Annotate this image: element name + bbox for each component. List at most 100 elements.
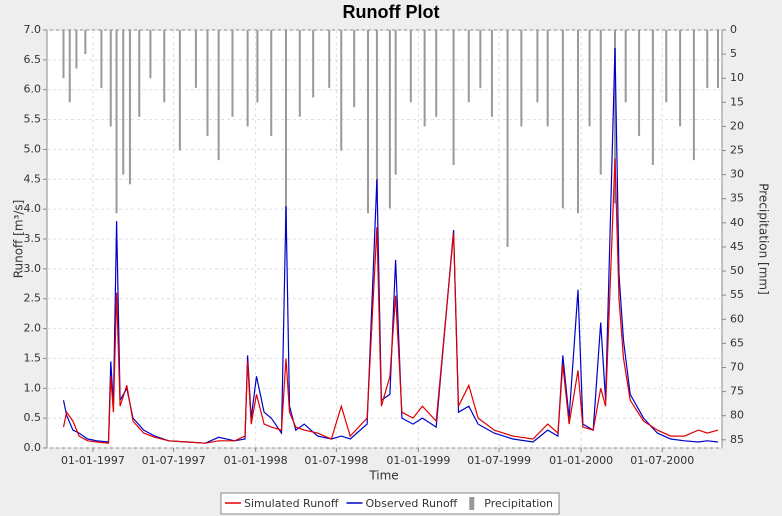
- y-tick-label: 3.0: [24, 262, 42, 275]
- precipitation-bar: [561, 30, 564, 209]
- legend-label: Observed Runoff: [365, 497, 457, 510]
- precipitation-bar: [394, 30, 397, 175]
- legend-label: Simulated Runoff: [244, 497, 339, 510]
- y2-tick-label: 50: [730, 264, 744, 277]
- precipitation-bar: [388, 30, 391, 209]
- y-tick-label: 2.5: [24, 292, 42, 305]
- precipitation-bar: [312, 30, 315, 98]
- precipitation-bar: [638, 30, 641, 137]
- precipitation-bar: [115, 30, 118, 214]
- precipitation-bar: [409, 30, 412, 103]
- precipitation-bar: [128, 30, 131, 185]
- x-tick-label: 01-07-1998: [304, 454, 368, 467]
- x-tick-label: 01-07-2000: [630, 454, 694, 467]
- precipitation-bar: [100, 30, 103, 88]
- precipitation-bar: [194, 30, 197, 88]
- y2-tick-label: 0: [730, 23, 737, 36]
- precipitation-bar: [706, 30, 709, 88]
- y2-axis-title: Precipitation [mm]: [757, 183, 771, 295]
- precipitation-bar: [716, 30, 719, 88]
- precipitation-bar: [217, 30, 220, 161]
- runoff-line: [62, 158, 719, 444]
- y2-tick-label: 25: [730, 144, 744, 157]
- precipitation-bar: [576, 30, 579, 214]
- precipitation-bar: [651, 30, 654, 165]
- y2-tick-label: 10: [730, 71, 744, 84]
- y2-tick-label: 65: [730, 336, 744, 349]
- precipitation-bar: [68, 30, 71, 103]
- y2-tick-label: 45: [730, 240, 744, 253]
- precipitation-bar: [149, 30, 152, 79]
- x-tick-label: 01-01-1997: [61, 454, 125, 467]
- y-tick-label: 6.0: [24, 83, 42, 96]
- y-tick-label: 2.0: [24, 322, 42, 335]
- precipitation-bar: [624, 30, 627, 103]
- legend-swatch: [469, 497, 475, 510]
- precipitation-bar: [435, 30, 438, 117]
- precipitation-bar: [84, 30, 87, 55]
- precipitation-bar: [452, 30, 455, 165]
- precipitation-bar: [340, 30, 343, 151]
- precipitation-bar: [298, 30, 301, 117]
- legend: Simulated Runoff Observed Runoff Precipita…: [220, 492, 560, 515]
- y2-tick-label: 80: [730, 409, 744, 422]
- legend-item: Observed Runoff: [346, 497, 458, 510]
- precipitation-bar: [206, 30, 209, 137]
- precipitation-bar: [599, 30, 602, 175]
- x-tick-label: 01-07-1999: [467, 454, 531, 467]
- x-tick-label: 01-01-2000: [549, 454, 613, 467]
- y2-tick-label: 15: [730, 95, 744, 108]
- precipitation-bar: [506, 30, 509, 247]
- y2-tick-label: 60: [730, 312, 744, 325]
- y-tick-label: 1.0: [24, 381, 42, 394]
- y2-tick-label: 5: [730, 47, 737, 60]
- precipitation-bar: [479, 30, 482, 88]
- y-tick-label: 4.0: [24, 202, 42, 215]
- precipitation-bar: [679, 30, 682, 127]
- precipitation-bar: [588, 30, 591, 127]
- y2-tick-label: 70: [730, 360, 744, 373]
- legend-box: [220, 492, 560, 515]
- precipitation-bar: [546, 30, 549, 127]
- precipitation-bar: [353, 30, 356, 108]
- precipitation-bar: [536, 30, 539, 103]
- precipitation-bar: [328, 30, 331, 88]
- precipitation-bar: [692, 30, 695, 161]
- precipitation-bar: [284, 30, 287, 233]
- precipitation-bar: [62, 30, 65, 79]
- precipitation-bar: [75, 30, 78, 69]
- precipitation-bar: [423, 30, 426, 127]
- y2-tick-label: 85: [730, 433, 744, 446]
- legend-label: Precipitation: [484, 497, 553, 510]
- precipitation-bar: [490, 30, 493, 117]
- legend-item: Simulated Runoff: [224, 497, 339, 510]
- y2-tick-label: 40: [730, 216, 744, 229]
- y-tick-label: 7.0: [24, 23, 42, 36]
- y-tick-label: 0.5: [24, 411, 42, 424]
- precipitation-bar: [122, 30, 125, 175]
- precipitation-bar: [467, 30, 470, 103]
- x-tick-label: 01-07-1997: [142, 454, 206, 467]
- precipitation-bar: [375, 30, 378, 199]
- precipitation-bar: [613, 30, 616, 204]
- y-tick-label: 1.5: [24, 351, 42, 364]
- precipitation-bar: [665, 30, 668, 103]
- precipitation-bar: [246, 30, 249, 127]
- precipitation-bar: [178, 30, 181, 151]
- y2-tick-label: 75: [730, 385, 744, 398]
- precipitation-bar: [367, 30, 370, 214]
- precipitation-bar: [520, 30, 523, 127]
- y2-tick-label: 30: [730, 168, 744, 181]
- x-tick-label: 01-01-1998: [224, 454, 288, 467]
- precipitation-bar: [163, 30, 166, 103]
- precipitation-bar: [231, 30, 234, 117]
- precipitation-bar: [270, 30, 273, 137]
- legend-item: Precipitation: [469, 497, 553, 510]
- y-tick-label: 3.5: [24, 232, 42, 245]
- y-tick-label: 0.0: [24, 441, 42, 454]
- precipitation-bar: [109, 30, 112, 127]
- y2-tick-label: 35: [730, 192, 744, 205]
- precipitation-bar: [138, 30, 141, 117]
- y2-tick-label: 55: [730, 288, 744, 301]
